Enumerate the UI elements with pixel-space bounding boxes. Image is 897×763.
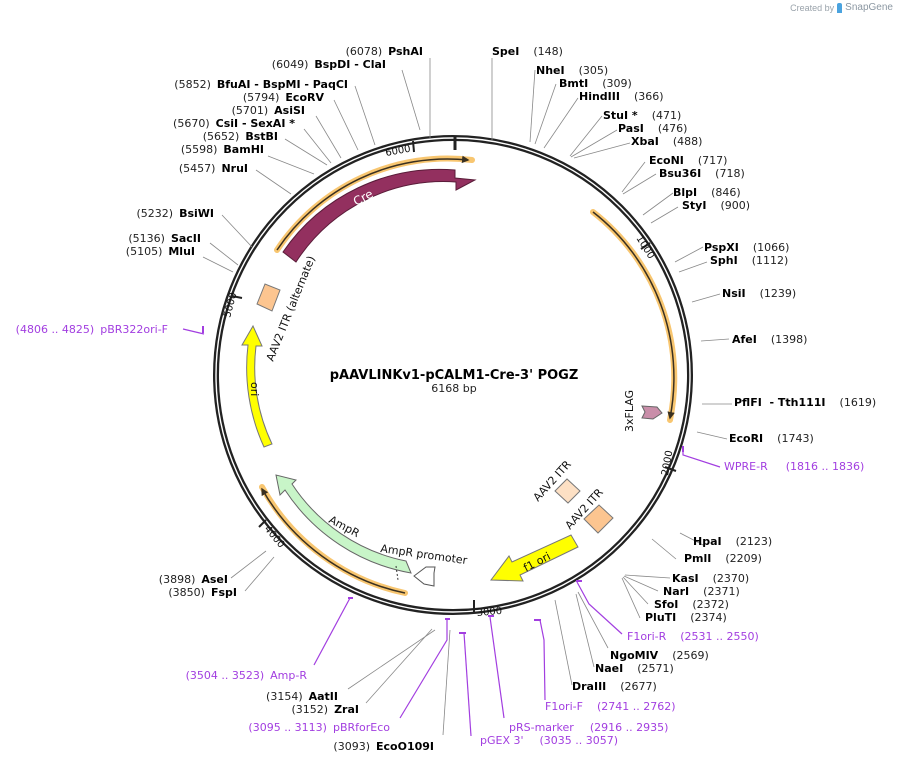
svg-text:(5670)CsiI - SexAI *: (5670) CsiI - SexAI * bbox=[173, 117, 295, 130]
svg-text:(5794)EcoRV: (5794) EcoRV bbox=[243, 91, 325, 104]
svg-text:HindIII(366): HindIII (366) bbox=[579, 90, 664, 103]
svg-text:NheI(305): NheI (305) bbox=[536, 64, 608, 77]
snapgene-logo-icon bbox=[837, 2, 843, 13]
svg-text:(4806 .. 4825)pBR322ori-F: (4806 .. 4825) pBR322ori-F bbox=[16, 323, 168, 336]
svg-text:(5457)NruI: (5457) NruI bbox=[179, 162, 248, 175]
svg-text:3000: 3000 bbox=[476, 606, 502, 619]
svg-text:Bsu36I(718): Bsu36I (718) bbox=[659, 167, 745, 180]
feature-cre[interactable]: Cre bbox=[282, 168, 477, 263]
feature-f1-ori[interactable]: f1 ori bbox=[490, 534, 579, 582]
feature-ampr[interactable]: AmpR bbox=[275, 474, 412, 581]
tick-marks: 1000 2000 3000 4000 5000 6000 bbox=[222, 140, 677, 619]
enzyme-leader-lines bbox=[202, 58, 732, 736]
credit-prefix: Created by bbox=[790, 2, 835, 13]
svg-text:DraIII(2677): DraIII (2677) bbox=[572, 680, 657, 693]
svg-text:(5652)BstBI: (5652) BstBI bbox=[203, 130, 278, 143]
svg-text:(3095 .. 3113)pBRforEco: (3095 .. 3113) pBRforEco bbox=[248, 721, 390, 734]
primer-leader-lines bbox=[182, 328, 721, 737]
feature-3xflag[interactable]: 3xFLAG bbox=[623, 390, 663, 432]
feature-label-ori: ori bbox=[248, 382, 261, 396]
backbone bbox=[213, 135, 693, 615]
snapgene-credit: Created by SnapGene bbox=[790, 2, 893, 13]
svg-text:PluTI(2374): PluTI (2374) bbox=[645, 611, 727, 624]
svg-text:5000: 5000 bbox=[222, 291, 239, 318]
svg-text:pRS-marker(2916 .. 2935): pRS-marker (2916 .. 2935) bbox=[509, 721, 668, 734]
plasmid-length: 6168 bp bbox=[431, 382, 476, 395]
svg-text:(5852)BfuAI - BspMI - PaqCI: (5852) BfuAI - BspMI - PaqCI bbox=[174, 78, 348, 91]
svg-text:WPRE-R(1816 .. 1836): WPRE-R (1816 .. 1836) bbox=[724, 460, 864, 473]
primer-labels: WPRE-R (1816 .. 1836) F1ori-R (2531 .. 255… bbox=[16, 323, 865, 747]
svg-text:SpeI(148): SpeI (148) bbox=[492, 45, 563, 58]
svg-text:StyI(900): StyI (900) bbox=[682, 199, 750, 212]
enzyme-labels-left: (6078) PshAI (6049) BspDI - ClaI (5852) Bfu… bbox=[126, 45, 434, 753]
svg-text:F1ori-F(2741 .. 2762): F1ori-F (2741 .. 2762) bbox=[545, 700, 676, 713]
svg-text:pGEX 3'(3035 .. 3057): pGEX 3' (3035 .. 3057) bbox=[480, 734, 618, 747]
svg-text:6000: 6000 bbox=[385, 144, 412, 159]
svg-text:F1ori-R(2531 .. 2550): F1ori-R (2531 .. 2550) bbox=[627, 630, 759, 643]
svg-text:(3850)FspI: (3850) FspI bbox=[168, 586, 237, 599]
svg-text:SfoI(2372): SfoI (2372) bbox=[654, 598, 729, 611]
svg-text:(3504 .. 3523)Amp-R: (3504 .. 3523) Amp-R bbox=[186, 669, 308, 682]
svg-text:(5598)BamHI: (5598) BamHI bbox=[181, 143, 264, 156]
feature-aav2-itr-alt[interactable]: AAV2 ITR (alternate) bbox=[256, 254, 318, 363]
svg-text:NsiI(1239): NsiI (1239) bbox=[722, 287, 796, 300]
svg-text:AfeI(1398): AfeI (1398) bbox=[732, 333, 807, 346]
svg-text:(3154)AatII: (3154) AatII bbox=[266, 690, 338, 703]
feature-label-3xflag: 3xFLAG bbox=[623, 390, 636, 432]
feature-aav2-itr-1[interactable]: AAV2 ITR bbox=[531, 458, 581, 504]
svg-text:BmtI(309): BmtI (309) bbox=[559, 77, 632, 90]
svg-text:(5105)MluI: (5105) MluI bbox=[126, 245, 195, 258]
svg-text:PasI(476): PasI (476) bbox=[618, 122, 687, 135]
svg-text:(3898)AseI: (3898) AseI bbox=[159, 573, 228, 586]
svg-text:(6078)PshAI: (6078) PshAI bbox=[346, 45, 423, 58]
svg-text:(3152)ZraI: (3152) ZraI bbox=[292, 703, 360, 716]
svg-text:EcoNI(717): EcoNI (717) bbox=[649, 154, 727, 167]
svg-text:EcoRI(1743): EcoRI (1743) bbox=[729, 432, 814, 445]
credit-brand: SnapGene bbox=[845, 2, 893, 13]
svg-text:StuI *(471): StuI * (471) bbox=[603, 109, 681, 122]
svg-text:(5232)BsiWI: (5232) BsiWI bbox=[136, 207, 214, 220]
svg-text:SphI(1112): SphI (1112) bbox=[710, 254, 788, 267]
svg-text:PflFI - Tth111I(1619): PflFI - Tth111I (1619) bbox=[734, 396, 876, 409]
svg-text:XbaI(488): XbaI (488) bbox=[631, 135, 702, 148]
plasmid-name: pAAVLINKv1-pCALM1-Cre-3' POGZ bbox=[330, 368, 579, 383]
svg-text:NgoMIV(2569): NgoMIV (2569) bbox=[610, 649, 709, 662]
tick-2000: 2000 bbox=[660, 450, 677, 477]
svg-text:PmlI(2209): PmlI (2209) bbox=[684, 552, 762, 565]
svg-text:NaeI(2571): NaeI (2571) bbox=[595, 662, 674, 675]
svg-text:(3093)EcoO109I: (3093) EcoO109I bbox=[333, 740, 434, 753]
tick-6000: 6000 bbox=[385, 140, 415, 159]
svg-text:(6049)BspDI - ClaI: (6049) BspDI - ClaI bbox=[272, 58, 386, 71]
svg-text:HpaI(2123): HpaI (2123) bbox=[693, 535, 772, 548]
svg-text:2000: 2000 bbox=[660, 450, 675, 477]
tick-3000: 3000 bbox=[473, 600, 503, 619]
svg-text:(5136)SacII: (5136) SacII bbox=[128, 232, 201, 245]
svg-text:KasI(2370): KasI (2370) bbox=[672, 572, 749, 585]
svg-text:BlpI(846): BlpI (846) bbox=[673, 186, 741, 199]
svg-text:(5701)AsiSI: (5701) AsiSI bbox=[232, 104, 305, 117]
svg-text:PspXI(1066): PspXI (1066) bbox=[704, 241, 789, 254]
tick-5000: 5000 bbox=[222, 291, 243, 319]
enzyme-labels-right: SpeI (148) NheI (305) BmtI (309) HindIII (36… bbox=[492, 45, 876, 693]
primer-marks bbox=[202, 326, 684, 634]
svg-text:NarI(2371): NarI (2371) bbox=[663, 585, 740, 598]
orf-arrows bbox=[259, 155, 678, 596]
feature-ori[interactable]: ori bbox=[241, 324, 273, 448]
